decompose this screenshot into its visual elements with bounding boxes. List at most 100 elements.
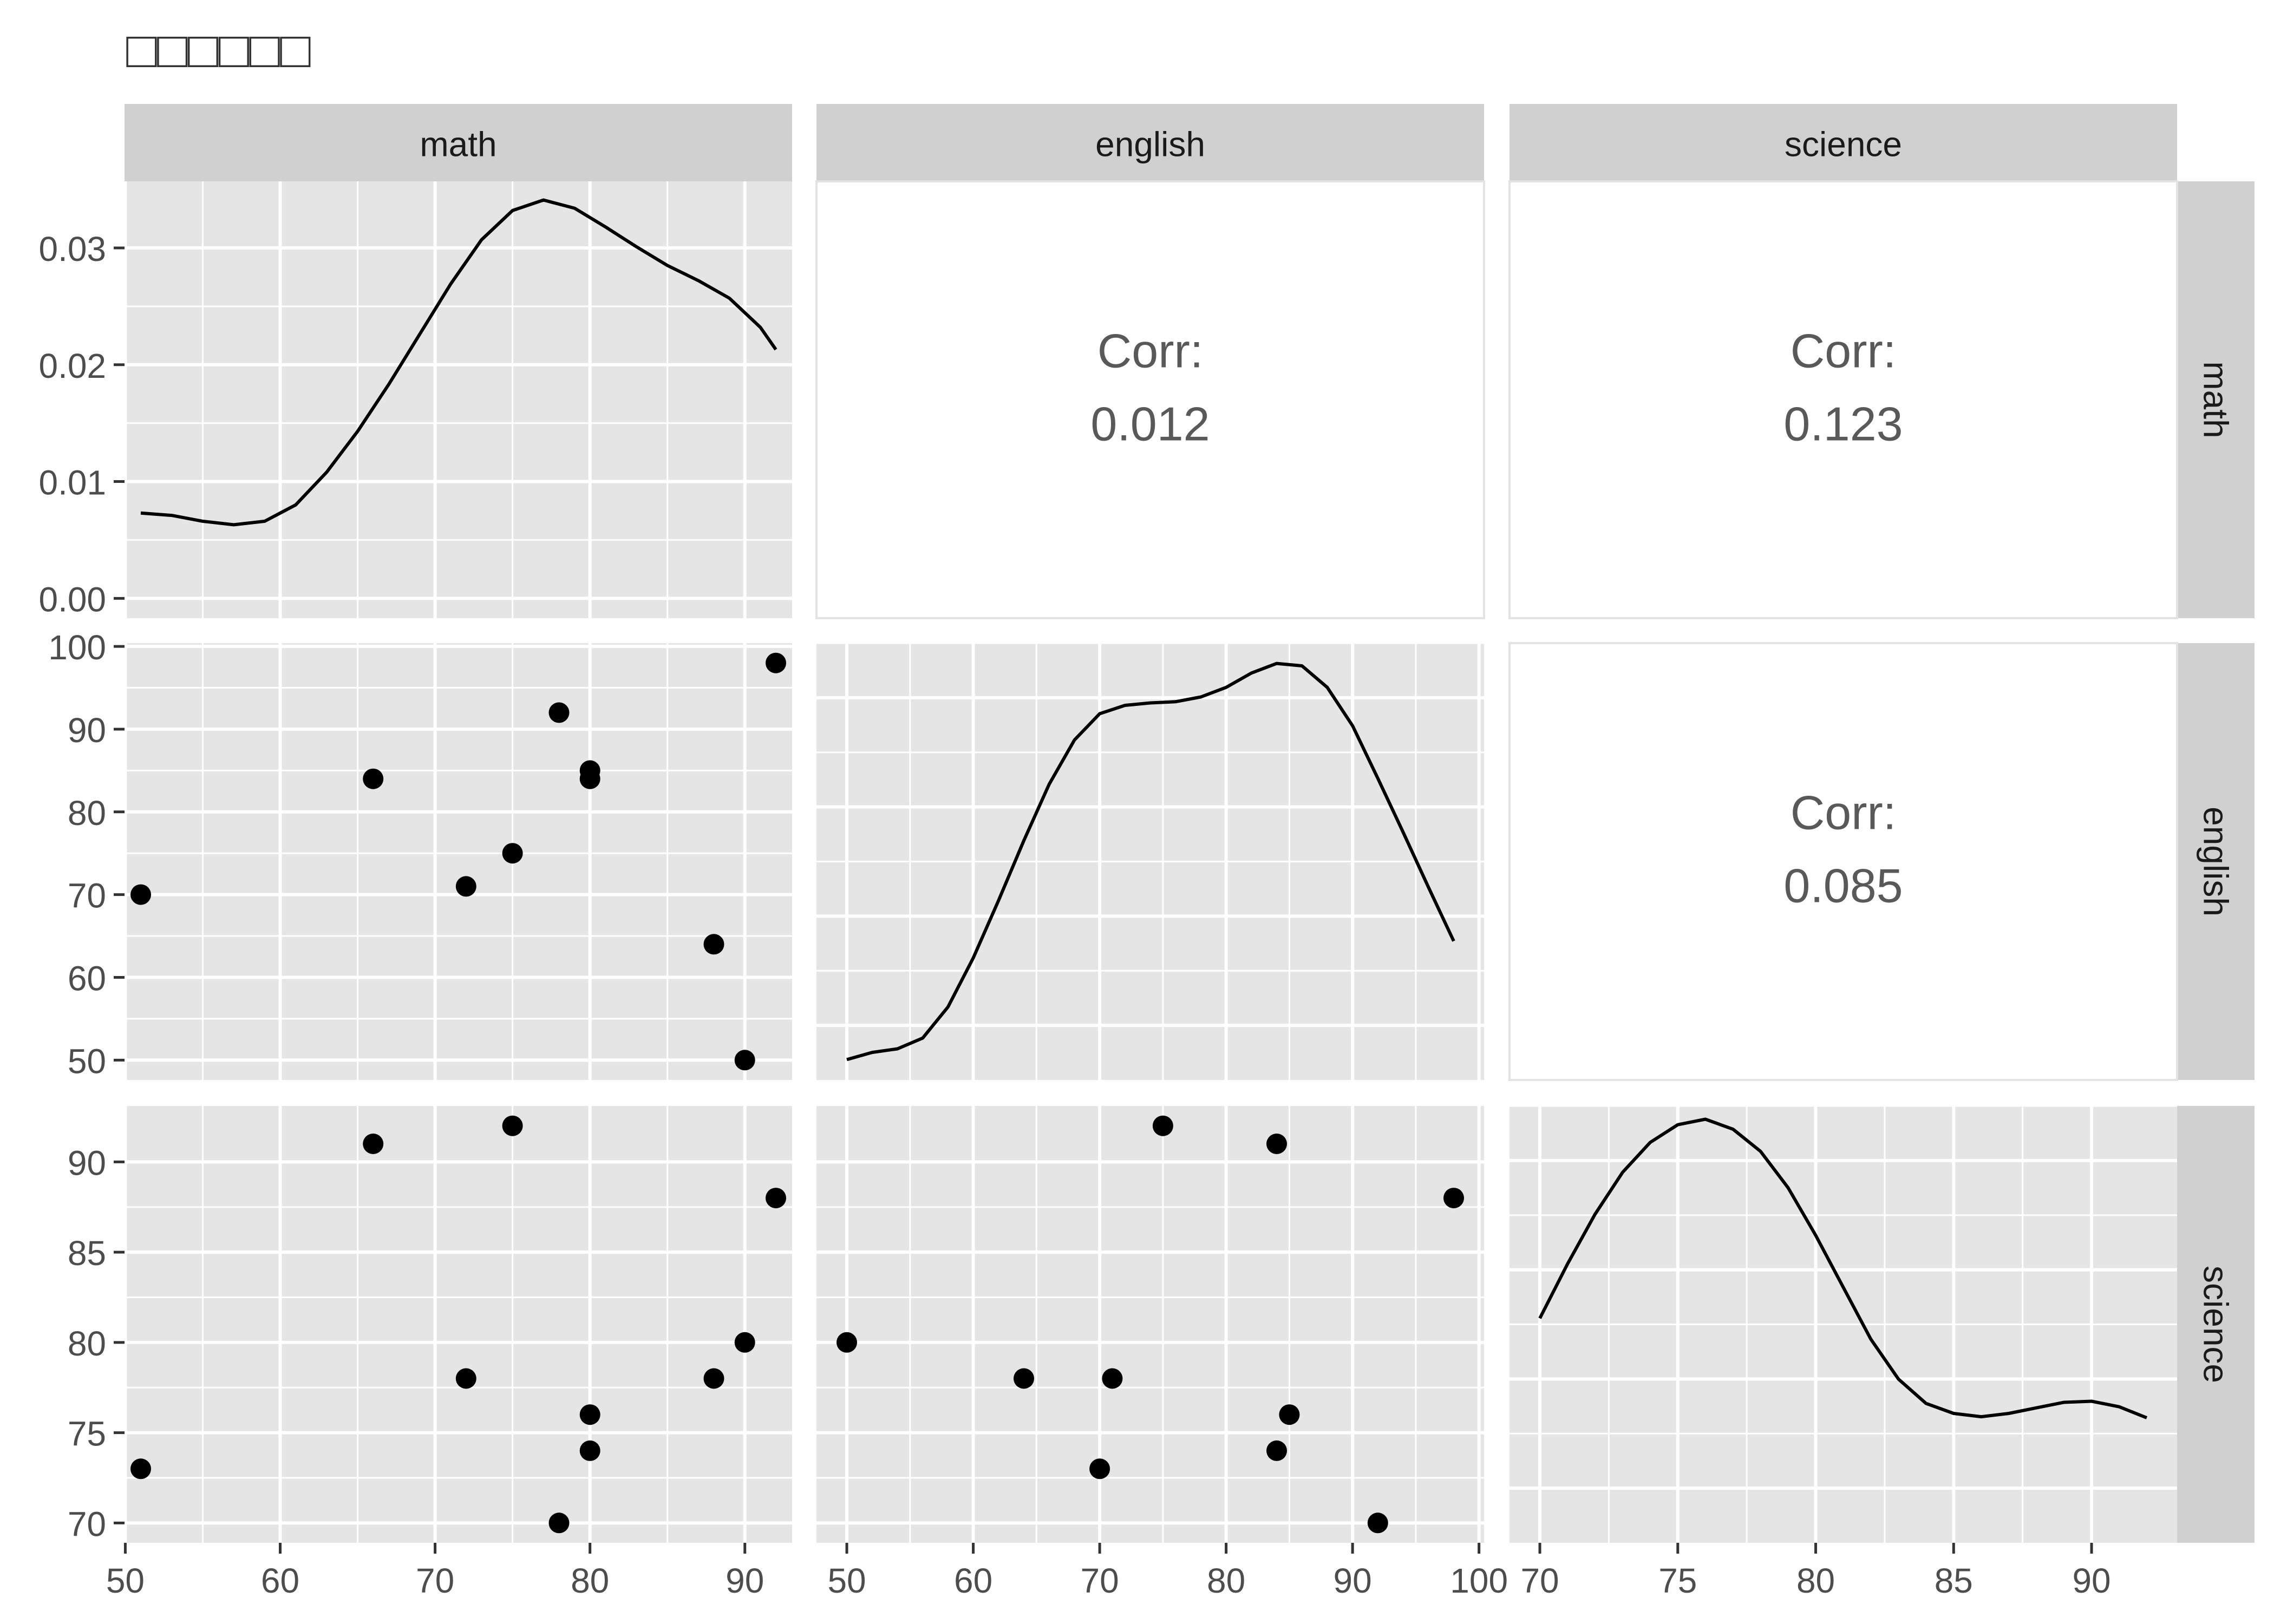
- strip-top-label-english: english: [1095, 125, 1205, 164]
- scatter-point: [734, 1050, 755, 1071]
- strip-right-label-english: english: [2197, 807, 2236, 916]
- y-tick-label: 70: [68, 1504, 106, 1543]
- scatter-point: [1279, 1404, 1300, 1425]
- density-curve-math: [140, 198, 777, 527]
- panel-bg: [816, 1106, 1484, 1543]
- corr-panel-bg: [1508, 180, 2178, 619]
- y-tick-label: 90: [68, 711, 106, 750]
- y-tick-label: 80: [68, 794, 106, 833]
- scatter-point: [548, 702, 570, 723]
- y-tick-label: 50: [68, 1042, 106, 1081]
- x-tick-label: 90: [2072, 1561, 2110, 1600]
- scatter-point: [1266, 1134, 1287, 1154]
- corr-label: Corr:: [1791, 324, 1897, 378]
- x-tick-label: 70: [416, 1561, 454, 1600]
- strip-top-math: [125, 104, 792, 181]
- strip-top-label-math: math: [420, 125, 496, 164]
- y-tick-label: 80: [68, 1324, 106, 1363]
- panel-english-science: Corr: 0.085: [1508, 642, 2178, 1081]
- x-tick-label: 50: [827, 1561, 866, 1600]
- panel-science-math: [123, 1106, 792, 1543]
- corr-value: 0.123: [1783, 397, 1903, 451]
- scatter-point: [1266, 1440, 1287, 1461]
- scatter-point: [1102, 1368, 1123, 1389]
- scatter-point: [455, 1368, 476, 1389]
- density-curve-science: [1538, 1117, 2148, 1419]
- panel-bg: [125, 1106, 792, 1543]
- x-tick-label: 70: [1080, 1561, 1119, 1600]
- panel-math-english: Corr: 0.012: [815, 180, 1485, 619]
- corr-label: Corr:: [1791, 786, 1897, 840]
- panel-math-math: [123, 181, 792, 618]
- y-tick-label: 60: [68, 959, 106, 998]
- corr-panel-bg: [1508, 642, 2178, 1081]
- x-tick-label: 60: [261, 1561, 299, 1600]
- y-tick-label: 0.01: [38, 463, 106, 502]
- x-tick-label: 80: [1207, 1561, 1245, 1600]
- x-tick-label: 85: [1935, 1561, 1973, 1600]
- y-tick-label: 100: [48, 628, 106, 667]
- scatter-point: [766, 652, 786, 673]
- panel-science-science: [1510, 1105, 2177, 1543]
- scatter-point: [502, 843, 523, 864]
- y-tick-label: 85: [68, 1234, 106, 1273]
- scatter-point: [837, 1332, 857, 1353]
- x-tick-label: 70: [1520, 1561, 1559, 1600]
- scatter-point: [1089, 1458, 1110, 1479]
- panel-bg: [125, 181, 792, 618]
- scatter-point: [1367, 1512, 1388, 1534]
- scatter-point: [502, 1115, 523, 1136]
- x-tick-label: 50: [106, 1561, 145, 1600]
- y-tick-label: 75: [68, 1415, 106, 1453]
- density-curve-english: [846, 662, 1455, 1062]
- scatter-point: [1152, 1115, 1173, 1136]
- scatter-point: [579, 1404, 600, 1425]
- chart-title: □□□□□□: [126, 21, 311, 78]
- x-tick-label: 90: [726, 1561, 764, 1600]
- x-tick-label: 80: [571, 1561, 609, 1600]
- scatter-point: [1443, 1188, 1464, 1209]
- x-tick-label: 75: [1658, 1561, 1697, 1600]
- corr-value: 0.085: [1783, 859, 1903, 913]
- x-tick-label: 80: [1796, 1561, 1835, 1600]
- y-tick-label: 70: [68, 876, 106, 915]
- scatter-point: [1014, 1368, 1034, 1389]
- strip-right-label-math: math: [2197, 361, 2236, 438]
- panel-math-science: Corr: 0.123: [1508, 180, 2178, 619]
- corr-label: Corr:: [1097, 324, 1204, 378]
- scatter-point: [363, 1134, 384, 1154]
- scatter-point: [548, 1512, 570, 1534]
- scatter-point: [766, 1188, 786, 1209]
- panel-english-english: [816, 642, 1484, 1080]
- x-tick-label: 60: [954, 1561, 992, 1600]
- scatter-point: [579, 768, 600, 789]
- scatter-point: [130, 884, 151, 905]
- y-tick-label: 0.00: [38, 580, 106, 619]
- strip-top-english: [816, 104, 1484, 181]
- scatter-point: [734, 1332, 755, 1353]
- strip-top-science: [1510, 104, 2177, 181]
- corr-panel-bg: [815, 180, 1485, 619]
- panel-english-math: [123, 643, 792, 1080]
- scatter-point: [130, 1458, 151, 1479]
- y-tick-label: 0.02: [38, 346, 106, 385]
- panel-science-english: [816, 1106, 1484, 1543]
- y-tick-label: 90: [68, 1143, 106, 1182]
- y-tick-label: 0.03: [38, 230, 106, 269]
- strip-top-label-science: science: [1785, 125, 1902, 164]
- scatter-point: [455, 876, 476, 897]
- strip-right-label-science: science: [2197, 1266, 2236, 1383]
- scatter-point: [703, 934, 724, 955]
- scatter-point: [703, 1368, 724, 1389]
- scatter-point: [579, 1440, 600, 1461]
- x-tick-label: 90: [1334, 1561, 1372, 1600]
- scatter-point: [363, 768, 384, 789]
- strip-right-math: [2177, 181, 2255, 618]
- corr-value: 0.012: [1090, 397, 1210, 451]
- panel-bg: [125, 643, 792, 1080]
- x-tick-label: 100: [1450, 1561, 1508, 1600]
- strip-right-science: [2177, 1106, 2255, 1543]
- strip-right-english: [2177, 643, 2255, 1080]
